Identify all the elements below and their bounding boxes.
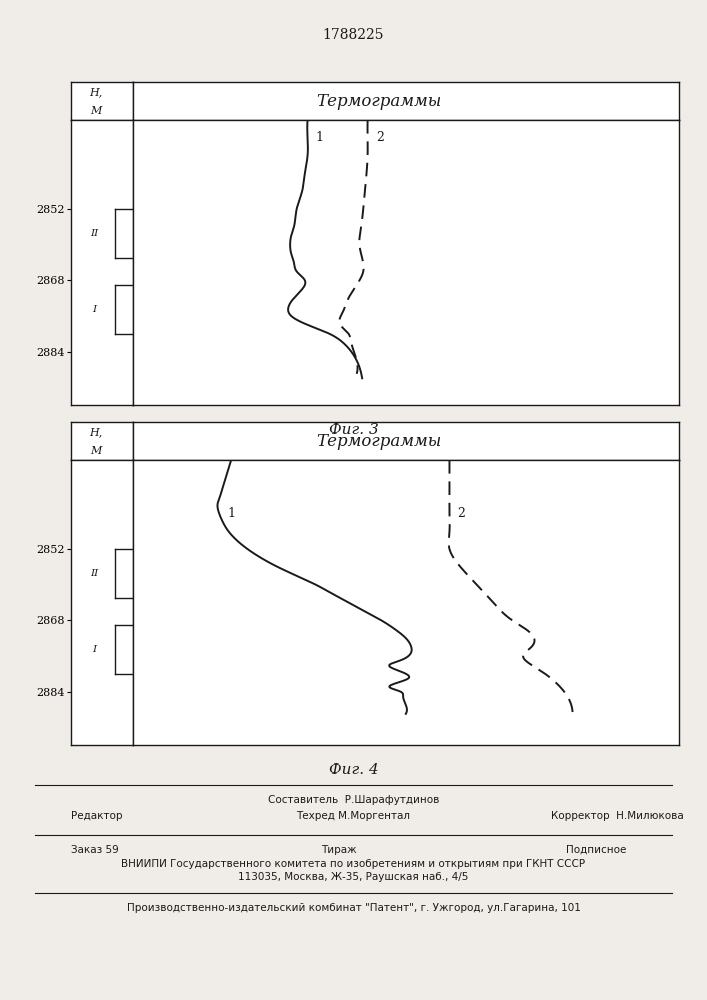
Text: Термограммы: Термограммы [316,432,441,450]
Text: Тираж: Тираж [322,845,357,855]
Text: Фиг. 3: Фиг. 3 [329,423,378,437]
Text: II: II [90,569,98,578]
Text: Термограммы: Термограммы [316,93,441,110]
Text: 1788225: 1788225 [323,28,384,42]
Text: 2: 2 [457,507,465,520]
Text: Редактор: Редактор [71,811,122,821]
Text: I: I [93,305,96,314]
Text: М: М [90,446,101,456]
Text: II: II [90,229,98,238]
Text: 1: 1 [228,507,235,520]
Text: Н,: Н, [89,428,103,438]
Text: Фиг. 4: Фиг. 4 [329,763,378,777]
Text: 2: 2 [376,131,384,144]
Text: Подписное: Подписное [566,845,626,855]
Text: Корректор  Н.Милюкова: Корректор Н.Милюкова [551,811,684,821]
Text: 113035, Москва, Ж-35, Раушская наб., 4/5: 113035, Москва, Ж-35, Раушская наб., 4/5 [238,872,469,882]
Text: 1: 1 [316,131,324,144]
Text: Заказ 59: Заказ 59 [71,845,119,855]
Text: Производственно-издательский комбинат "Патент", г. Ужгород, ул.Гагарина, 101: Производственно-издательский комбинат "П… [127,903,580,913]
Text: Техред М.Моргентал: Техред М.Моргентал [296,811,411,821]
Text: I: I [93,645,96,654]
Text: М: М [90,106,101,116]
Text: Н,: Н, [89,88,103,98]
Text: Составитель  Р.Шарафутдинов: Составитель Р.Шарафутдинов [268,795,439,805]
Text: ВНИИПИ Государственного комитета по изобретениям и открытиям при ГКНТ СССР: ВНИИПИ Государственного комитета по изоб… [122,859,585,869]
